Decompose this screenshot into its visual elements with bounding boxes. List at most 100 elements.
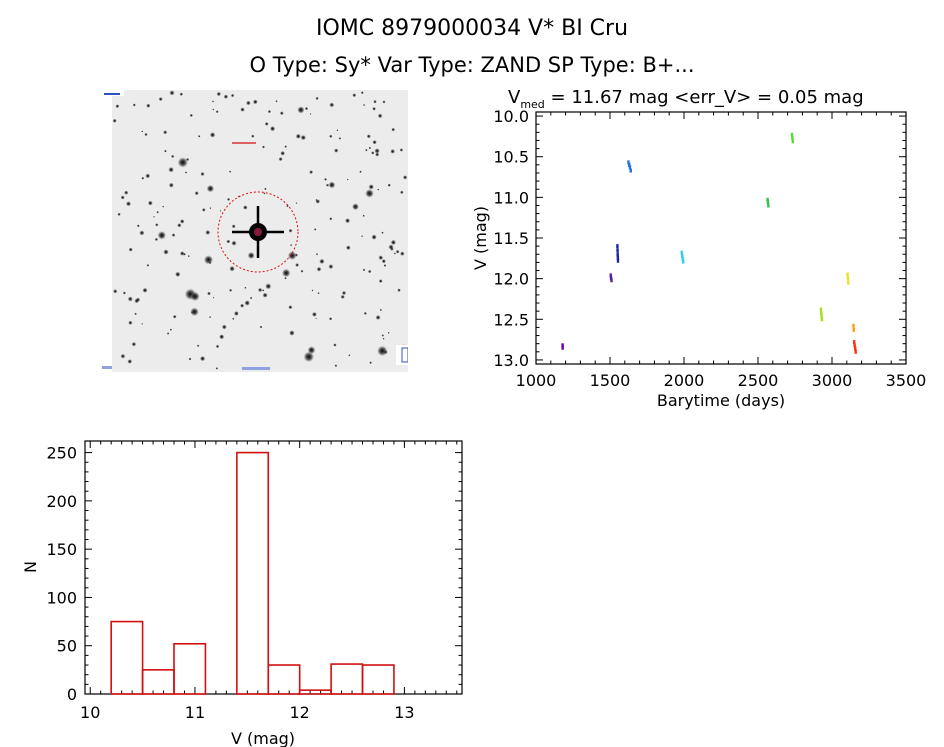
star [369, 361, 372, 365]
star [125, 201, 132, 207]
star [190, 307, 199, 317]
lightcurve-point [852, 323, 855, 328]
star [124, 190, 129, 195]
star [120, 353, 126, 359]
lightcurve-point [766, 197, 769, 202]
star [243, 205, 248, 210]
star [112, 118, 117, 123]
lightcurve-y-tick-label: 11.5 [493, 229, 529, 248]
star [211, 100, 215, 103]
star [381, 259, 386, 264]
star [117, 212, 121, 216]
star [333, 343, 337, 347]
lightcurve-x-tick-label: 1500 [590, 371, 631, 390]
sky-image [102, 90, 410, 372]
star [387, 331, 390, 334]
star [228, 170, 232, 173]
star [189, 113, 193, 118]
star [345, 245, 351, 251]
star [346, 178, 349, 181]
lightcurve-point [854, 349, 857, 354]
star [122, 291, 126, 295]
star [146, 263, 150, 267]
star [286, 204, 289, 208]
star [279, 111, 284, 116]
histogram-bar [330, 663, 364, 695]
star [141, 323, 144, 325]
star [171, 154, 175, 159]
star [387, 183, 391, 187]
lightcurve-point [616, 258, 620, 263]
star [388, 244, 394, 250]
star [300, 269, 304, 273]
star [341, 290, 347, 296]
star [157, 231, 167, 240]
histogram-y-axis-label: N [21, 561, 40, 573]
star [338, 137, 342, 140]
star [153, 215, 155, 218]
star [264, 121, 269, 126]
star [317, 292, 320, 295]
lightcurve-x-tick-label: 1000 [516, 371, 557, 390]
star [168, 166, 174, 173]
histogram-bar [361, 664, 395, 695]
star [290, 244, 293, 247]
star [136, 224, 140, 228]
star [382, 337, 385, 340]
star [215, 344, 220, 349]
lightcurve-y-tick-label: 11.0 [493, 188, 529, 207]
star [374, 148, 380, 154]
star [127, 296, 133, 302]
star [275, 100, 278, 103]
star [315, 198, 318, 202]
star [200, 171, 205, 177]
lightcurve-point [846, 276, 850, 281]
lightcurve-x-tick-label: 2500 [738, 371, 779, 390]
star [269, 126, 276, 132]
lightcurve-point [847, 280, 850, 285]
lightcurve-point [628, 165, 632, 170]
star [393, 252, 396, 255]
star [132, 103, 136, 107]
star [251, 134, 255, 138]
lightcurve-point [616, 244, 619, 249]
lightcurve-point [616, 255, 620, 260]
lightcurve-x-tick-label: 3000 [812, 371, 853, 390]
star [247, 251, 255, 260]
star [162, 205, 165, 208]
star [375, 315, 381, 320]
lightcurve-point [791, 139, 794, 144]
star [141, 130, 144, 133]
star [288, 228, 293, 233]
histogram-y-tick-label: 200 [46, 492, 77, 511]
star [400, 251, 405, 256]
star [378, 255, 384, 261]
star [336, 129, 339, 132]
histogram-bar [298, 689, 332, 695]
star [186, 157, 190, 162]
star [381, 334, 385, 337]
star [319, 258, 325, 265]
star [227, 197, 231, 201]
star [399, 148, 404, 152]
star [295, 133, 301, 139]
star [284, 145, 288, 148]
lightcurve-point [766, 200, 770, 205]
star [377, 113, 383, 119]
star [334, 364, 338, 368]
star [246, 100, 251, 106]
lightcurve-point [609, 275, 613, 280]
lightcurve-x-axis-label: Barytime (days) [657, 391, 785, 410]
star [208, 261, 212, 265]
star [215, 367, 219, 370]
lightcurve-x-tick-label: 3500 [886, 371, 927, 390]
lightcurve-point [820, 317, 824, 322]
histogram-bar [236, 451, 270, 695]
star [367, 269, 372, 274]
star [267, 109, 272, 114]
star [297, 106, 305, 114]
histogram-x-tick-label: 10 [80, 703, 100, 722]
star [187, 255, 190, 258]
star [179, 219, 185, 224]
star [207, 291, 211, 296]
